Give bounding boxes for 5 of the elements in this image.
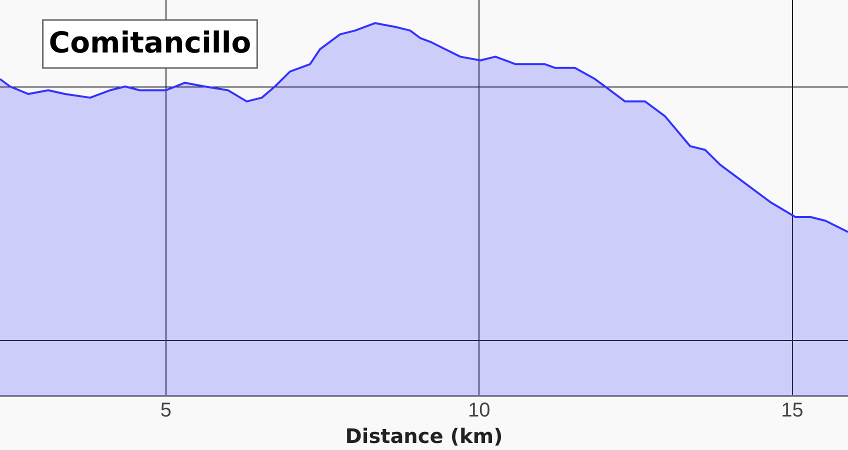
x-tick-label: 5 <box>160 400 172 422</box>
x-tick-label: 15 <box>781 400 804 422</box>
x-axis-title: Distance (km) <box>345 424 503 448</box>
annotation: Comitancillo <box>48 26 252 60</box>
x-tick-label: 10 <box>468 400 490 422</box>
